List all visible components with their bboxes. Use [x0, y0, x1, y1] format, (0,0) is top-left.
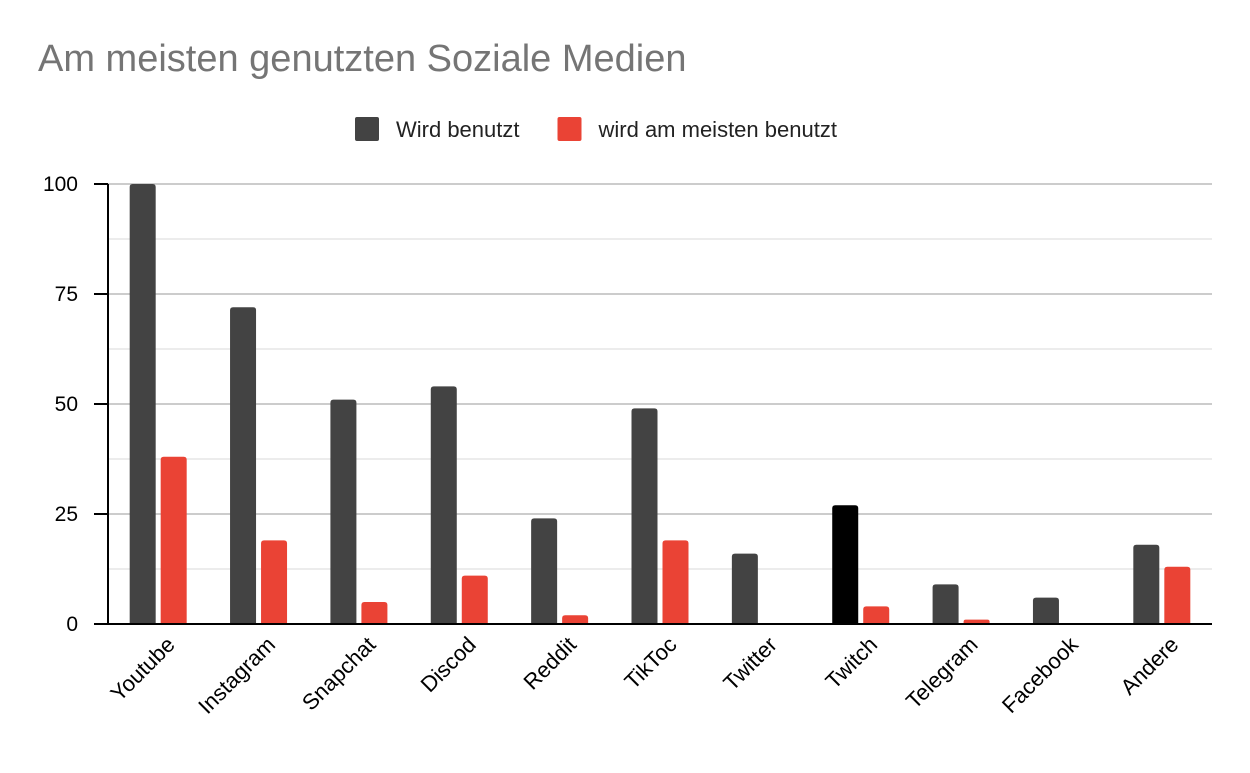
- gridlines: [108, 183, 1212, 570]
- legend-label: wird am meisten benutzt: [598, 117, 837, 142]
- legend: Wird benutzt wird am meisten benutzt: [355, 117, 837, 142]
- axes: [94, 183, 1212, 625]
- bar-most-used-tiktoc: [662, 540, 689, 624]
- x-tick-label: Twitch: [820, 632, 882, 694]
- y-tick-label: 25: [55, 503, 78, 526]
- bar-used-twitch: [832, 505, 859, 624]
- bar-used-snapchat: [330, 399, 357, 624]
- bar-used-twitter: [731, 553, 758, 624]
- bar-most-used-snapchat: [361, 602, 388, 624]
- bar-used-facebook: [1032, 597, 1059, 624]
- bar-used-youtube: [129, 184, 156, 624]
- bar-most-used-telegram: [963, 619, 990, 624]
- x-tick-label: Twitter: [718, 632, 781, 695]
- y-tick-label: 50: [55, 393, 78, 416]
- bar-used-tiktoc: [631, 408, 658, 624]
- bar-most-used-andere: [1164, 566, 1191, 624]
- legend-label: Wird benutzt: [396, 117, 520, 142]
- bar-used-discod: [430, 386, 457, 624]
- bar-used-telegram: [932, 584, 959, 624]
- bar-most-used-twitch: [863, 606, 890, 624]
- x-tick-label: Snapchat: [297, 632, 380, 715]
- x-tick-label: Discod: [416, 632, 481, 697]
- legend-swatch: [355, 117, 379, 141]
- x-tick-label: Youtube: [106, 632, 180, 706]
- bar-most-used-discod: [461, 575, 488, 624]
- chart-title: Am meisten genutzten Soziale Medien: [38, 38, 687, 80]
- x-tick-label: TikToc: [619, 632, 681, 694]
- bar-used-instagram: [230, 307, 257, 624]
- x-tick-label: Telegram: [901, 632, 983, 714]
- x-tick-label: Andere: [1116, 632, 1184, 700]
- legend-item-2: wird am meisten benutzt: [557, 117, 837, 142]
- x-tick-labels: Youtube Instagram Snapchat Discod Reddit TikT…: [106, 631, 1184, 719]
- bar-most-used-instagram: [261, 540, 288, 624]
- bar-used-reddit: [531, 518, 558, 624]
- x-tick-label: Reddit: [519, 632, 582, 695]
- x-tick-label: Facebook: [997, 631, 1084, 718]
- y-tick-label: 75: [55, 283, 78, 306]
- y-tick-label: 0: [66, 613, 78, 636]
- x-tick-label: Instagram: [193, 632, 280, 719]
- bar-used-andere: [1133, 544, 1160, 624]
- legend-item-1: Wird benutzt: [355, 117, 520, 142]
- y-tick-labels: 0 25 50 75 100: [43, 173, 78, 636]
- legend-swatch: [557, 117, 582, 141]
- bar-most-used-youtube: [160, 456, 187, 624]
- bar-most-used-reddit: [562, 615, 589, 624]
- bars: [129, 184, 1191, 624]
- y-tick-label: 100: [43, 173, 78, 196]
